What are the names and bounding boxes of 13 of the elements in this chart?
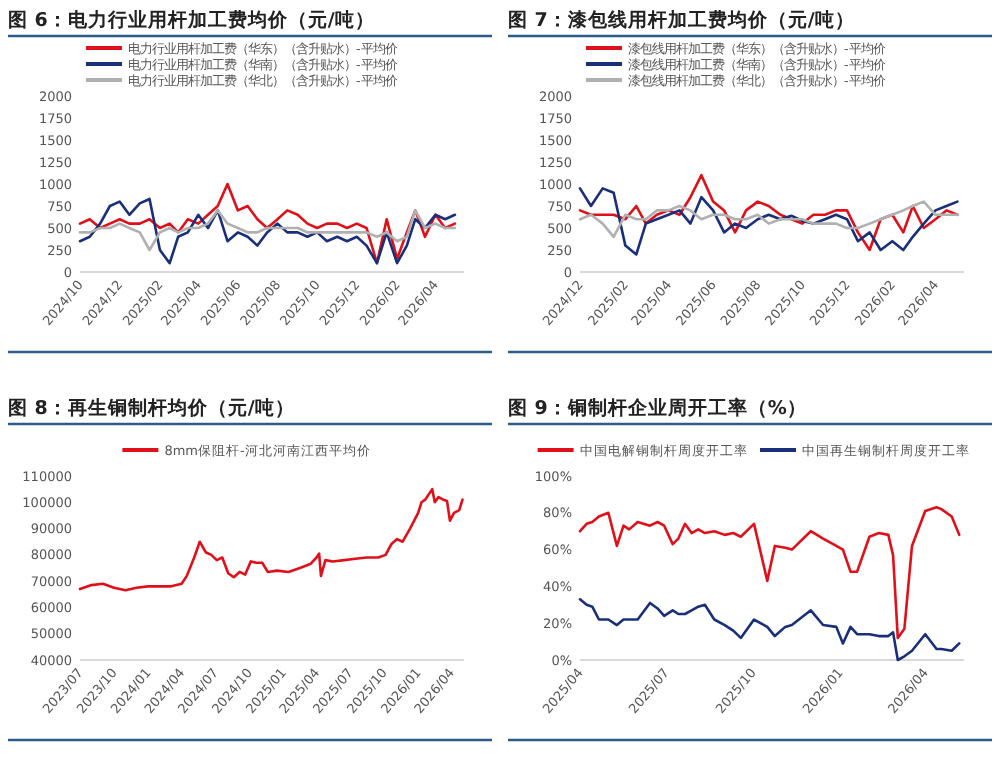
line-series bbox=[578, 200, 959, 239]
line-series bbox=[578, 505, 961, 640]
line-series bbox=[578, 597, 961, 662]
line-series bbox=[78, 209, 457, 252]
chart-title: 图 8：再生铜制杆均价（元/吨） bbox=[8, 396, 295, 420]
line-series bbox=[578, 173, 959, 252]
line-series bbox=[578, 187, 959, 256]
line-series bbox=[78, 182, 457, 265]
chart-title: 图 9：铜制杆企业周开工率（%） bbox=[508, 396, 807, 420]
line-series bbox=[78, 197, 457, 265]
chart-title: 图 6：电力行业用杆加工费均价（元/吨） bbox=[8, 8, 375, 32]
chart-title: 图 7：漆包线用杆加工费均价（元/吨） bbox=[508, 8, 855, 32]
line-series bbox=[78, 487, 464, 592]
